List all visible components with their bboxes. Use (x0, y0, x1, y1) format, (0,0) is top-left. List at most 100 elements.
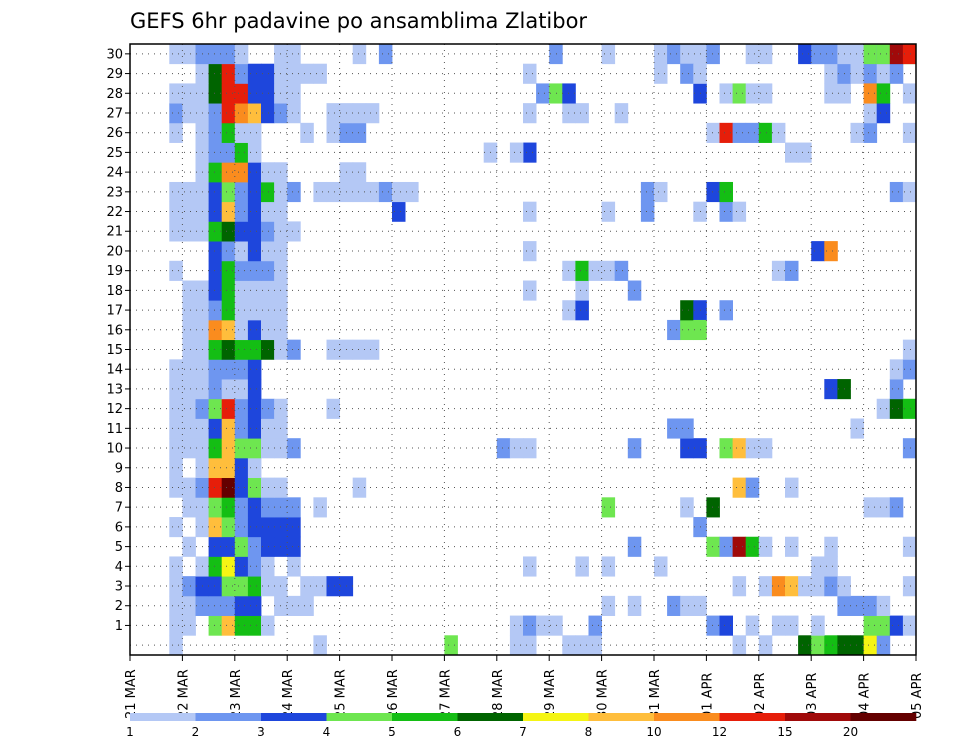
heatmap-cell (234, 241, 249, 262)
heatmap-cell (850, 122, 864, 143)
heatmap-cell (234, 536, 249, 557)
y-tick-label: 10 (106, 442, 123, 457)
heatmap-cell (811, 635, 825, 656)
heatmap-cell (208, 477, 223, 498)
heatmap-cell (182, 477, 196, 498)
colorbar-swatch (392, 713, 458, 721)
heatmap-cell (234, 221, 249, 242)
heatmap-cell (352, 477, 367, 498)
heatmap-cell (732, 635, 747, 656)
heatmap-cell (234, 457, 249, 479)
heatmap-cell (221, 379, 236, 400)
heatmap-cell (234, 103, 249, 124)
x-tick-label: 01 APR (700, 673, 715, 719)
x-tick-label: 05 APR (910, 673, 925, 719)
chart-title: GEFS 6hr padavine po ansamblima Zlatibor (130, 9, 587, 33)
heatmap-cell (326, 398, 340, 419)
heatmap-cell (719, 536, 733, 557)
x-tick-label: 21 MAR (124, 669, 139, 719)
heatmap-cell (523, 635, 537, 656)
heatmap-cell (287, 103, 301, 124)
heatmap-cell (247, 576, 262, 597)
heatmap-cell (261, 418, 275, 439)
heatmap-cell (182, 339, 196, 360)
heatmap-cell (169, 359, 183, 380)
heatmap-cell (876, 615, 891, 636)
colorbar-swatch (523, 713, 589, 721)
heatmap-cell (876, 103, 891, 124)
heatmap-cell (758, 635, 773, 656)
heatmap-cell (523, 556, 537, 577)
heatmap-cell (261, 615, 275, 636)
heatmap-cell (706, 181, 720, 203)
colorbar-label: 5 (388, 725, 396, 739)
heatmap-cell (261, 201, 275, 222)
y-tick-label: 19 (106, 264, 123, 279)
heatmap-cell (221, 339, 236, 360)
heatmap-cell (247, 398, 262, 419)
heatmap-cell (889, 63, 904, 84)
heatmap-cell (889, 497, 904, 518)
heatmap-cell (182, 438, 196, 459)
heatmap-cell (169, 379, 183, 400)
heatmap-cell (824, 536, 838, 557)
heatmap-cell (601, 44, 616, 65)
heatmap-cell (169, 576, 183, 597)
heatmap-cell (824, 556, 838, 577)
heatmap-cell (378, 44, 393, 65)
heatmap-cell (247, 517, 262, 538)
heatmap-cell (575, 300, 589, 321)
heatmap-cell (601, 201, 616, 222)
x-tick-label: 30 MAR (596, 669, 611, 719)
heatmap-cell (208, 63, 223, 84)
heatmap-cell (208, 319, 223, 341)
heatmap-cell (234, 260, 249, 281)
y-tick-label: 20 (106, 244, 123, 259)
y-tick-label: 30 (106, 47, 123, 62)
heatmap-cell (365, 339, 380, 360)
heatmap-cell (758, 44, 773, 65)
heatmap-cell (208, 122, 223, 143)
heatmap-cell (287, 63, 301, 84)
heatmap-cell (208, 576, 223, 597)
heatmap-cell (811, 241, 825, 262)
heatmap-cells (169, 44, 917, 656)
heatmap-cell (221, 438, 236, 459)
heatmap-cell (234, 300, 249, 321)
heatmap-cell (169, 122, 183, 143)
heatmap-cell (811, 556, 825, 577)
heatmap-cell (261, 241, 275, 262)
y-tick-label: 4 (115, 560, 123, 575)
heatmap-cell (247, 122, 262, 143)
heatmap-cell (208, 83, 223, 104)
heatmap-cell (182, 497, 196, 518)
heatmap-cell (221, 457, 236, 479)
heatmap-cell (247, 280, 262, 301)
heatmap-cell (208, 615, 223, 636)
heatmap-cell (234, 418, 249, 439)
colorbar-label: 20 (843, 725, 858, 739)
heatmap-cell (863, 635, 878, 656)
x-tick-label: 25 MAR (334, 669, 349, 719)
heatmap-cell (261, 63, 275, 84)
y-tick-label: 13 (106, 382, 123, 397)
heatmap-cell (549, 615, 563, 636)
colorbar-swatch (457, 713, 524, 721)
heatmap-cell (182, 595, 196, 616)
heatmap-cell (208, 517, 223, 538)
heatmap-cell (706, 122, 720, 143)
heatmap-cell (640, 201, 655, 222)
heatmap-cell (549, 83, 563, 104)
heatmap-cell (575, 556, 589, 577)
heatmap-cell (247, 595, 262, 616)
heatmap-cell (234, 319, 249, 341)
colorbar-swatch (850, 713, 917, 721)
heatmap-cell (902, 339, 917, 360)
heatmap-cell (169, 615, 183, 636)
heatmap-cell (444, 635, 458, 656)
heatmap-cell (549, 44, 563, 65)
heatmap-cell (745, 44, 760, 65)
heatmap-cell (902, 398, 917, 419)
y-tick-label: 23 (106, 185, 123, 200)
colorbar-swatch (130, 713, 196, 721)
